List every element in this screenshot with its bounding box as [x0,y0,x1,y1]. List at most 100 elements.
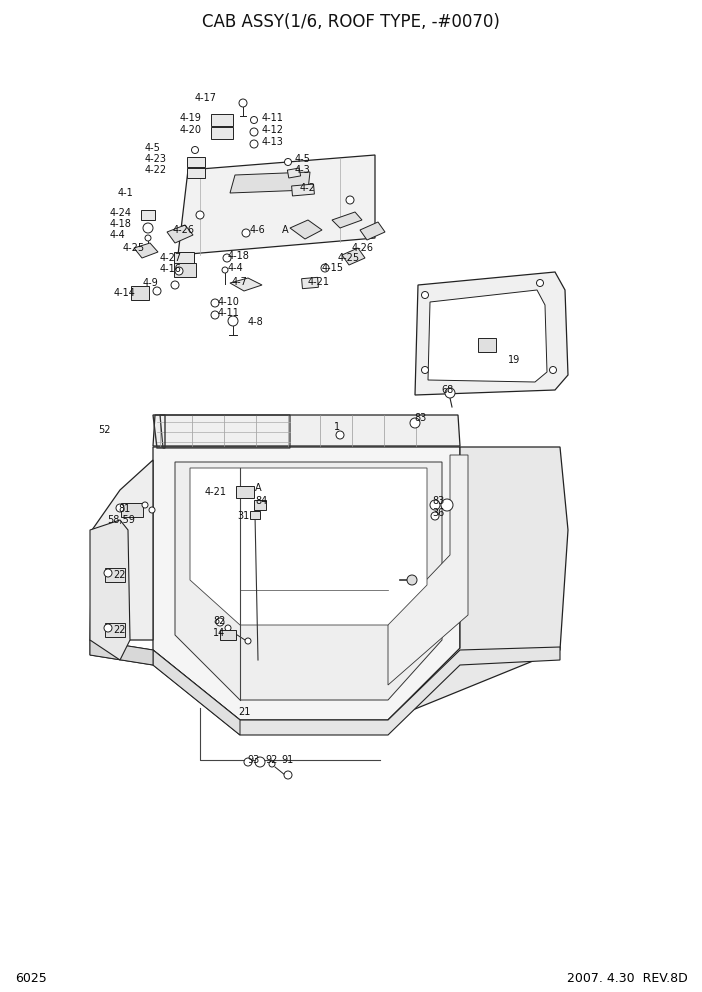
Text: 83: 83 [414,413,426,423]
Circle shape [143,223,153,233]
Text: 58,59: 58,59 [107,515,135,525]
Text: 4-11: 4-11 [218,308,240,318]
Polygon shape [153,447,460,720]
Circle shape [284,771,292,779]
Text: 4-26: 4-26 [352,243,374,253]
Circle shape [430,500,440,510]
Bar [250,511,260,519]
Polygon shape [230,278,262,291]
Circle shape [410,418,420,428]
Circle shape [421,366,428,374]
Polygon shape [360,222,385,240]
Text: 4-5: 4-5 [295,154,311,164]
Text: 4-18: 4-18 [110,219,132,229]
Polygon shape [342,248,365,265]
Bar [302,278,319,289]
Bar [220,630,236,640]
Bar [236,486,254,498]
Text: 36: 36 [432,508,444,518]
Text: 4-25: 4-25 [338,253,360,263]
Polygon shape [90,640,560,735]
Text: 4-10: 4-10 [218,297,240,307]
Polygon shape [332,212,362,228]
Circle shape [175,267,183,275]
Text: 81: 81 [118,504,131,514]
Text: 93: 93 [247,755,259,765]
Text: 4-6: 4-6 [250,225,266,235]
Circle shape [239,99,247,107]
Circle shape [251,116,258,123]
Text: 14: 14 [213,628,225,638]
Text: 4-5: 4-5 [145,143,161,153]
Bar [478,338,496,352]
Text: 4-7: 4-7 [232,277,248,287]
Circle shape [211,299,219,307]
Circle shape [321,264,329,272]
Circle shape [445,388,455,398]
Circle shape [104,569,112,577]
Polygon shape [428,290,547,382]
Bar [291,185,314,196]
Text: 4-19: 4-19 [180,113,202,123]
Text: 4-16: 4-16 [160,264,182,274]
Circle shape [222,267,228,273]
Bar [174,252,194,264]
Circle shape [104,624,112,632]
Bar [105,623,125,637]
Text: 21: 21 [238,707,251,717]
Text: 22: 22 [113,625,126,635]
Circle shape [269,761,275,767]
Text: 4-15: 4-15 [322,263,344,273]
Text: 1: 1 [334,422,340,432]
Circle shape [142,502,148,508]
Circle shape [196,211,204,219]
Circle shape [441,499,453,511]
Text: A: A [282,225,289,235]
Text: 6025: 6025 [15,971,47,984]
Circle shape [242,229,250,237]
Bar [105,568,125,582]
Text: 4-26: 4-26 [173,225,195,235]
Text: 4-13: 4-13 [262,137,284,147]
Text: A: A [255,483,262,493]
Text: 2007. 4.30  REV.8D: 2007. 4.30 REV.8D [567,971,688,984]
Circle shape [244,758,252,766]
Text: 91: 91 [281,755,293,765]
Circle shape [211,311,219,319]
Bar [121,503,143,517]
Polygon shape [167,225,193,243]
Bar [211,127,233,139]
Circle shape [153,287,161,295]
Circle shape [149,507,155,513]
Text: 31: 31 [237,511,249,521]
Circle shape [431,512,439,520]
Circle shape [192,147,199,154]
Bar [287,168,300,178]
Polygon shape [134,243,158,258]
Polygon shape [290,220,322,239]
Polygon shape [388,455,468,685]
Bar [131,286,149,300]
Text: 4-1: 4-1 [118,188,134,198]
Circle shape [116,504,124,512]
Text: 4-20: 4-20 [180,125,202,135]
Bar [141,210,155,220]
Circle shape [255,757,265,767]
Circle shape [346,196,354,204]
Polygon shape [415,272,568,395]
Text: CAB ASSY(1/6, ROOF TYPE, -#0070): CAB ASSY(1/6, ROOF TYPE, -#0070) [202,13,500,31]
Text: 82: 82 [213,616,225,626]
Polygon shape [178,155,375,255]
Text: 4-24: 4-24 [110,208,132,218]
Polygon shape [175,462,442,700]
Text: 19: 19 [508,355,520,365]
Bar [254,500,266,510]
Text: 22: 22 [113,570,126,580]
Circle shape [145,235,151,241]
Polygon shape [153,415,460,446]
Text: 4-4: 4-4 [110,230,126,240]
Text: 92: 92 [265,755,277,765]
Text: 4-21: 4-21 [308,277,330,287]
Text: 52: 52 [98,425,110,435]
Text: 4-4: 4-4 [228,263,244,273]
